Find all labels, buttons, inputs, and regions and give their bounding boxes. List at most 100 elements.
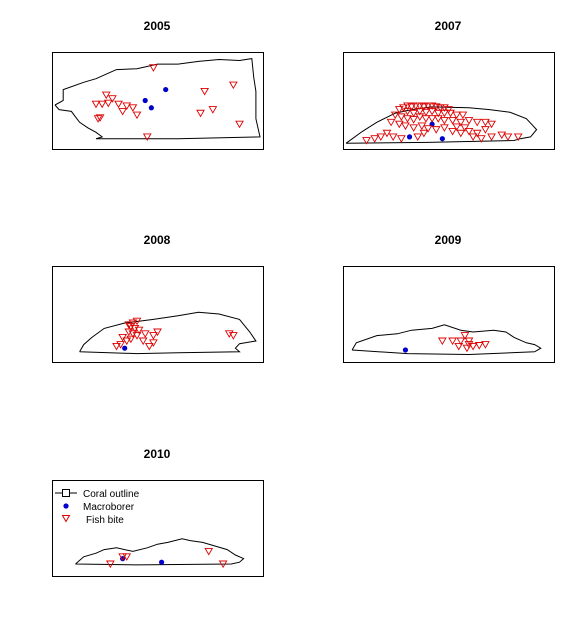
macroborer-point-2007-1 — [406, 134, 413, 140]
fish-bite-point-2009-5 — [468, 342, 478, 351]
fish-bite-point-2007-1 — [399, 104, 408, 112]
fish-bite-point-2005-15 — [235, 120, 244, 129]
panel-title-2008: 2008 — [143, 233, 171, 247]
fish-bite-point-2005-16 — [91, 100, 101, 109]
fish-bite-point-2008-5 — [134, 326, 144, 335]
fish-bite-point-2009-3 — [460, 332, 470, 340]
panel-title-2010: 2010 — [143, 447, 171, 461]
legend: Coral outline Macroborer Fish bite — [55, 489, 140, 526]
fish-bite-point-2007-29 — [427, 115, 437, 123]
panel-title-2007: 2007 — [434, 19, 462, 33]
fish-bite-point-2007-62 — [413, 133, 423, 141]
panels — [52, 52, 555, 577]
fish-bite-point-2008-20 — [224, 330, 234, 338]
fish-bite-point-2008-14 — [153, 328, 162, 337]
coral-outline-2007 — [345, 106, 538, 144]
fish-bite-point-2007-32 — [448, 117, 457, 125]
fish-bite-point-2005-3 — [101, 91, 111, 100]
fish-bite-point-2008-12 — [140, 330, 150, 338]
fish-bite-point-2008-11 — [122, 337, 132, 346]
fish-bite-point-2007-48 — [464, 127, 474, 136]
fish-bite-point-2009-0 — [437, 337, 447, 346]
fish-bite-point-2008-19 — [116, 341, 125, 349]
fish-bite-point-2010-3 — [204, 547, 214, 556]
fish-bite-point-2008-21 — [228, 332, 238, 340]
fish-bite-point-2007-65 — [452, 123, 462, 131]
fish-bite-point-2007-55 — [382, 129, 392, 138]
fish-bite-point-2007-51 — [487, 133, 496, 141]
fish-bite-point-2007-33 — [456, 118, 466, 127]
fish-bite-point-2009-6 — [474, 342, 484, 350]
fish-bite-point-2007-18 — [433, 109, 443, 118]
fish-bite-point-2007-61 — [419, 129, 429, 138]
fish-bite-point-2007-60 — [396, 135, 406, 143]
panel-2005 — [52, 52, 264, 150]
fish-bite-point-2007-16 — [421, 108, 431, 117]
fish-bite-point-2007-64 — [476, 135, 486, 143]
fish-bite-point-2010-4 — [218, 560, 228, 569]
fish-bite-point-2008-4 — [130, 324, 140, 333]
fish-bite-point-2007-39 — [394, 120, 404, 129]
fish-bite-point-2005-4 — [108, 95, 117, 103]
fish-bite-point-2007-52 — [497, 131, 507, 140]
fish-bite-point-2005-2 — [228, 81, 238, 90]
panel-title-2009: 2009 — [434, 233, 462, 247]
fish-bite-point-2007-56 — [376, 133, 386, 141]
fish-bite-point-2007-17 — [427, 107, 437, 116]
coral-outline-2010 — [75, 538, 245, 566]
fish-bite-point-2007-24 — [396, 113, 406, 121]
fish-bite-point-2007-49 — [472, 129, 482, 138]
fish-bite-point-2007-40 — [401, 122, 410, 131]
fish-bite-point-2008-17 — [149, 339, 158, 347]
fish-bite-point-2005-14 — [142, 133, 152, 141]
fish-bite-point-2005-18 — [95, 114, 105, 122]
legend-label-fish-bite: Fish bite — [86, 515, 124, 526]
fish-bite-point-2007-12 — [444, 106, 453, 114]
fish-bite-point-2005-10 — [118, 107, 128, 116]
fish-bite-point-2007-42 — [417, 122, 427, 131]
fish-bite-point-2007-13 — [403, 107, 412, 116]
coral-outline-2009 — [351, 324, 542, 356]
fish-bite-point-2005-1 — [200, 87, 210, 96]
fish-bite-point-2005-5 — [103, 99, 113, 108]
fish-bite-point-2007-50 — [481, 126, 490, 134]
fish-bite-point-2007-57 — [370, 135, 380, 143]
fish-bite-point-2008-15 — [138, 337, 148, 346]
panel-2009 — [343, 266, 555, 363]
fish-bite-point-2009-2 — [456, 337, 466, 346]
fish-bite-point-2005-8 — [122, 102, 132, 111]
fish-bite-point-2007-47 — [456, 129, 466, 138]
fish-bite-point-2008-13 — [149, 332, 158, 340]
fish-bite-point-2005-0 — [149, 64, 158, 72]
plot-frame-2010 — [52, 480, 264, 577]
fish-bite-point-2007-38 — [386, 118, 396, 127]
fish-bite-point-2009-4 — [464, 337, 474, 346]
macroborer-point-2010-1 — [159, 559, 165, 565]
fish-bite-point-2007-63 — [468, 133, 478, 141]
coral-outline-2005 — [54, 58, 261, 140]
fish-bite-point-2007-34 — [464, 117, 474, 125]
fish-bite-point-2008-7 — [128, 330, 138, 338]
fish-bite-point-2007-37 — [487, 120, 496, 129]
fish-bite-point-2009-8 — [462, 344, 472, 353]
fish-bite-point-2007-14 — [409, 109, 419, 118]
panel-2010 — [52, 480, 264, 577]
fish-bite-point-2007-11 — [440, 104, 449, 112]
fish-bite-point-2008-0 — [124, 321, 134, 329]
fish-bite-point-2008-9 — [118, 333, 128, 342]
fish-bite-point-2008-8 — [132, 332, 142, 340]
fish-bite-point-2007-25 — [403, 115, 412, 123]
fish-bite-point-2005-17 — [93, 115, 103, 123]
panel-2008 — [52, 266, 264, 363]
fish-bite-point-2007-58 — [362, 137, 371, 145]
fish-bite-point-2007-3 — [407, 103, 416, 111]
fish-bite-point-2008-18 — [112, 342, 121, 351]
legend-macroborer-marker — [63, 503, 69, 509]
fish-bite-point-2007-6 — [419, 103, 429, 111]
fish-bite-point-2007-44 — [431, 126, 441, 134]
fish-bite-point-2007-43 — [423, 125, 433, 133]
fish-bite-point-2007-54 — [513, 133, 523, 141]
legend-outline-square — [62, 489, 70, 497]
macroborer-point-2007-2 — [439, 136, 445, 142]
